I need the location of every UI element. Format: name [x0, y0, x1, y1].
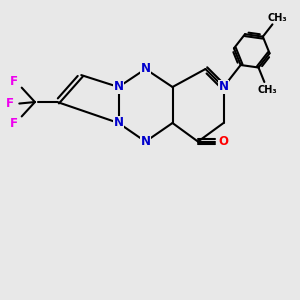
- Text: F: F: [6, 97, 14, 110]
- Text: N: N: [140, 62, 151, 76]
- Text: CH₃: CH₃: [258, 85, 277, 95]
- Text: F: F: [10, 116, 18, 130]
- Text: F: F: [10, 74, 18, 88]
- Text: N: N: [140, 135, 151, 148]
- Text: O: O: [218, 135, 228, 148]
- Text: CH₃: CH₃: [268, 13, 287, 23]
- Text: N: N: [218, 80, 229, 94]
- Text: N: N: [113, 116, 124, 130]
- Text: N: N: [113, 80, 124, 94]
